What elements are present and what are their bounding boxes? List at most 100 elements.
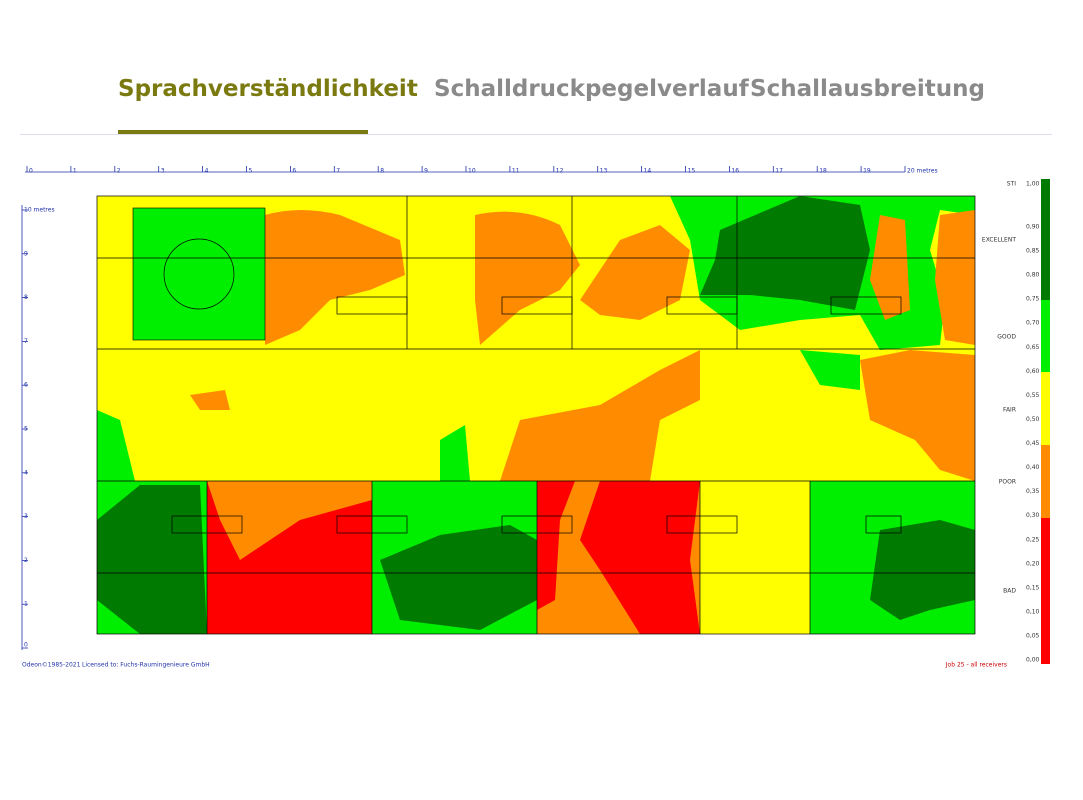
region [440,425,470,481]
x-ruler-label: 2 [117,168,121,175]
x-ruler-label: 17 [775,168,783,175]
x-ruler-label: 5 [249,168,253,175]
rating-label: BAD [1003,588,1016,595]
y-ruler-label: 2 [24,557,28,564]
scale-segment [1041,372,1050,445]
rating-label: EXCELLENT [982,237,1016,244]
scale-label: 0,35 [1026,488,1040,495]
scale-segment [1041,179,1050,300]
x-ruler-label: 12 [556,168,564,175]
rating-label: FAIR [1003,407,1016,414]
x-ruler-label: 9 [424,168,428,175]
scale-label: 0,10 [1026,608,1040,615]
scale-label: 0,30 [1026,512,1040,519]
region [537,481,575,610]
region [97,485,207,634]
region [800,350,860,390]
license: Licensed to: Fuchs-Raumingenieure GmbH [82,662,210,669]
x-ruler-label: 19 [863,168,871,175]
x-ruler-label: 14 [644,168,652,175]
region [580,225,690,320]
region [190,390,230,410]
tab[interactable]: Sprachverständlichkeit [118,76,418,102]
region [860,350,975,481]
y-ruler-label: 6 [24,382,28,389]
scale-label: 0,15 [1026,584,1040,591]
scale-label: 1,00 [1026,181,1040,188]
scale-segment [1041,300,1050,372]
scale-label: 0,05 [1026,633,1040,640]
rating-label: POOR [999,479,1016,486]
region [870,520,975,620]
region [700,196,870,310]
tab[interactable]: Schallausbreitung [750,76,985,102]
region [500,350,700,481]
y-ruler-label: 9 [24,250,28,257]
scale-label: 0,55 [1026,392,1040,399]
job-label: Job 25 - all receivers [945,662,1007,669]
scale-label: 0,65 [1026,344,1040,351]
x-ruler-label: 16 [731,168,739,175]
rating-label: GOOD [997,334,1016,341]
scale-label: 0,90 [1026,224,1040,231]
x-ruler-label: 6 [292,168,296,175]
region [580,481,700,634]
x-ruler-label: 3 [161,168,165,175]
y-ruler-label: 5 [24,426,28,433]
region [935,210,975,345]
outline [865,515,902,534]
scale-label: 0,50 [1026,416,1040,423]
x-ruler-label: 4 [205,168,209,175]
copyright: Odeon©1985-2021 [22,662,81,669]
x-ruler-label: 11 [512,168,520,175]
scale-label: 0,40 [1026,464,1040,471]
outline [171,515,243,534]
scale-label: 0,00 [1026,657,1040,664]
scale-label: 0,80 [1026,272,1040,279]
outline [501,515,573,534]
x-ruler-label: 10 [468,168,476,175]
legend-title: STI [1007,181,1016,188]
outline [336,296,408,315]
outline [666,296,738,315]
y-ruler-label: 0 [24,642,28,649]
region [132,207,266,341]
x-ruler-label: 13 [600,168,608,175]
region [870,215,910,320]
active-tab-indicator [118,130,368,134]
tab-bar: Sprachverständlichkeit Schalldruckpegelve… [0,0,1083,140]
x-ruler-label: 15 [688,168,696,175]
x-ruler-label: 7 [336,168,340,175]
outline [666,515,738,534]
y-ruler-label: 7 [24,338,28,345]
scale-label: 0,45 [1026,440,1040,447]
heatmap [97,196,975,634]
region [97,410,135,481]
scale-label: 0,60 [1026,368,1040,375]
outline [96,195,976,635]
outline [830,296,902,315]
tab[interactable]: Schalldruckpegelverlauf [434,76,749,102]
y-ruler-label: 8 [24,294,28,301]
x-ruler-label: 18 [819,168,827,175]
x-ruler-label: 0 [29,168,33,175]
outline [336,515,408,534]
outline [163,238,235,310]
region [207,481,372,560]
scale-label: 0,85 [1026,248,1040,255]
region [265,210,405,345]
scale-label: 0,20 [1026,560,1040,567]
scale-label: 0,70 [1026,320,1040,327]
scale-label: 0,25 [1026,536,1040,543]
region [380,525,537,630]
y-ruler-label: 3 [24,513,28,520]
y-ruler-label: 10 metres [24,207,55,214]
region [475,211,580,345]
x-ruler-label: 8 [380,168,384,175]
region [700,481,810,634]
scale-label: 0,75 [1026,296,1040,303]
x-ruler-label: 20 metres [907,168,938,175]
outline [501,296,573,315]
